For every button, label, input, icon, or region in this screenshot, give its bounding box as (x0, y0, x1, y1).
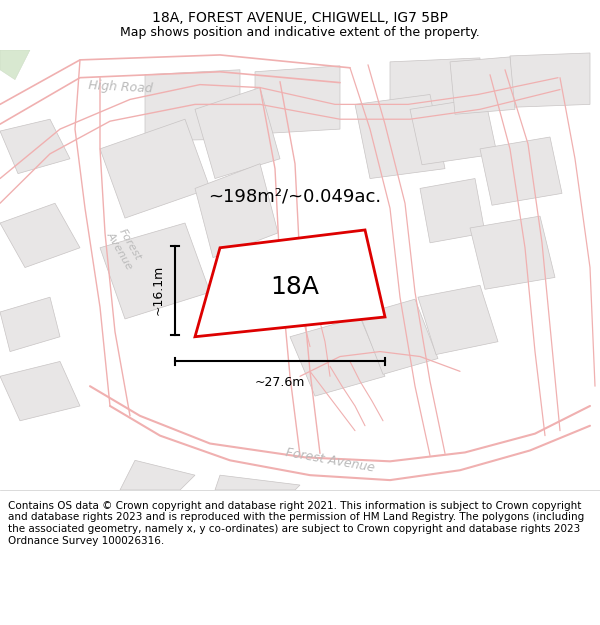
Text: ~198m²/~0.049ac.: ~198m²/~0.049ac. (208, 188, 382, 206)
Polygon shape (420, 179, 485, 242)
Polygon shape (410, 98, 497, 165)
Text: Forest
Avenue: Forest Avenue (105, 224, 145, 271)
Text: ~16.1m: ~16.1m (152, 265, 165, 316)
Polygon shape (390, 58, 480, 123)
Text: 18A: 18A (271, 275, 320, 299)
Text: High Road: High Road (88, 79, 152, 96)
Polygon shape (290, 317, 385, 396)
Text: Contains OS data © Crown copyright and database right 2021. This information is : Contains OS data © Crown copyright and d… (8, 501, 584, 546)
Polygon shape (195, 230, 385, 337)
Polygon shape (145, 70, 240, 141)
Polygon shape (0, 119, 70, 174)
Polygon shape (100, 119, 210, 218)
Text: ~27.6m: ~27.6m (255, 376, 305, 389)
Text: 18A, FOREST AVENUE, CHIGWELL, IG7 5BP: 18A, FOREST AVENUE, CHIGWELL, IG7 5BP (152, 11, 448, 25)
Polygon shape (418, 286, 498, 354)
Polygon shape (100, 223, 210, 319)
Polygon shape (195, 88, 280, 179)
Polygon shape (0, 298, 60, 352)
Polygon shape (480, 137, 562, 205)
Polygon shape (255, 66, 340, 134)
Polygon shape (355, 94, 445, 179)
Text: Map shows position and indicative extent of the property.: Map shows position and indicative extent… (120, 26, 480, 39)
Polygon shape (120, 461, 195, 490)
Polygon shape (510, 53, 590, 108)
Polygon shape (195, 164, 278, 258)
Polygon shape (450, 57, 515, 114)
Polygon shape (470, 216, 555, 289)
Text: Forest Avenue: Forest Avenue (284, 446, 376, 474)
Polygon shape (0, 50, 30, 79)
Polygon shape (360, 299, 438, 374)
Polygon shape (0, 203, 80, 268)
Polygon shape (215, 475, 300, 490)
Polygon shape (0, 361, 80, 421)
